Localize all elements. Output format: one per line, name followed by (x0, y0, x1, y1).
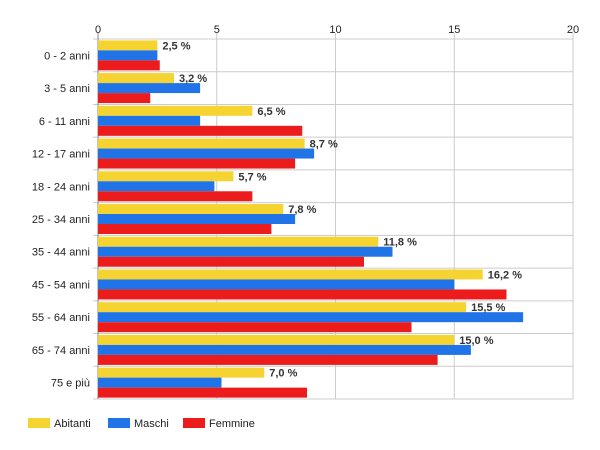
bar-maschi-0 (98, 50, 158, 61)
bar-maschi-1 (98, 83, 201, 94)
legend: Abitanti Maschi Femmine (28, 418, 255, 430)
bar-abitanti-0 (98, 40, 158, 51)
data-label: 16,2 % (488, 269, 522, 281)
bar-femmine-10 (98, 387, 307, 398)
data-label: 7,0 % (269, 368, 297, 380)
data-label: 11,8 % (383, 237, 417, 249)
category-label: 12 - 17 anni (32, 149, 90, 161)
category-label: 45 - 54 anni (32, 279, 90, 291)
bar-maschi-7 (98, 279, 455, 290)
bar-abitanti-2 (98, 105, 253, 116)
x-tick-label: 10 (329, 24, 341, 36)
bar-maschi-3 (98, 148, 315, 159)
category-label: 35 - 44 anni (32, 247, 90, 259)
bar-maschi-2 (98, 115, 201, 126)
bar-abitanti-9 (98, 334, 455, 345)
legend-swatch-abitanti (28, 418, 50, 428)
category-label: 6 - 11 anni (39, 116, 90, 128)
x-tick-label: 5 (214, 24, 220, 36)
legend-label-femmine: Femmine (209, 418, 255, 430)
x-tick-label: 20 (567, 24, 579, 36)
bar-femmine-9 (98, 354, 438, 365)
bar-abitanti-5 (98, 204, 284, 214)
data-label: 8,7 % (310, 139, 338, 151)
bar-abitanti-8 (98, 302, 467, 313)
category-labels: 0 - 2 anni 3 - 5 anni 6 - 11 anni 12 - 17 a… (32, 50, 90, 389)
data-label: 6,5 % (257, 106, 285, 118)
bar-femmine-3 (98, 158, 296, 169)
bar-abitanti-4 (98, 171, 234, 182)
legend-label-maschi: Maschi (134, 418, 169, 430)
data-label: 15,5 % (471, 302, 505, 314)
bar-abitanti-1 (98, 73, 174, 84)
bar-abitanti-7 (98, 269, 483, 280)
legend-swatch-maschi (108, 418, 130, 428)
category-label: 0 - 2 anni (44, 50, 90, 62)
bar-femmine-2 (98, 125, 303, 136)
bar-femmine-6 (98, 256, 364, 267)
category-label: 3 - 5 anni (44, 83, 90, 95)
bar-abitanti-6 (98, 236, 379, 247)
category-label: 55 - 64 anni (32, 312, 90, 324)
bar-maschi-5 (98, 214, 296, 224)
bar-femmine-1 (98, 93, 151, 104)
bars (98, 40, 524, 398)
x-axis-ticks: 0 5 10 15 20 (95, 24, 579, 36)
data-label: 5,7 % (238, 171, 266, 183)
bar-femmine-7 (98, 289, 507, 300)
bar-abitanti-10 (98, 367, 265, 378)
data-label: 3,2 % (179, 73, 207, 85)
category-label: 18 - 24 anni (32, 181, 90, 193)
data-labels: 2,5 % 3,2 % 6,5 % 8,7 % 5,7 % 7,8 % 11,8 % 16,2… (162, 40, 522, 379)
data-label: 7,8 % (288, 204, 316, 216)
bar-femmine-5 (98, 224, 272, 234)
data-label: 2,5 % (162, 40, 190, 52)
category-label: 25 - 34 anni (32, 214, 90, 226)
bar-femmine-0 (98, 60, 160, 71)
bar-maschi-6 (98, 246, 393, 257)
x-tick-label: 0 (95, 24, 101, 36)
category-label: 75 e più (51, 378, 90, 390)
bar-maschi-9 (98, 344, 471, 355)
bar-abitanti-3 (98, 138, 305, 149)
category-label: 65 - 74 anni (32, 345, 90, 357)
bar-maschi-8 (98, 312, 524, 323)
x-tick-label: 15 (448, 24, 460, 36)
bar-maschi-4 (98, 181, 215, 192)
legend-swatch-femmine (183, 418, 205, 428)
bar-femmine-8 (98, 322, 412, 333)
bar-femmine-4 (98, 191, 253, 202)
bar-maschi-10 (98, 377, 222, 388)
legend-label-abitanti: Abitanti (54, 418, 91, 430)
data-label: 15,0 % (459, 335, 493, 347)
